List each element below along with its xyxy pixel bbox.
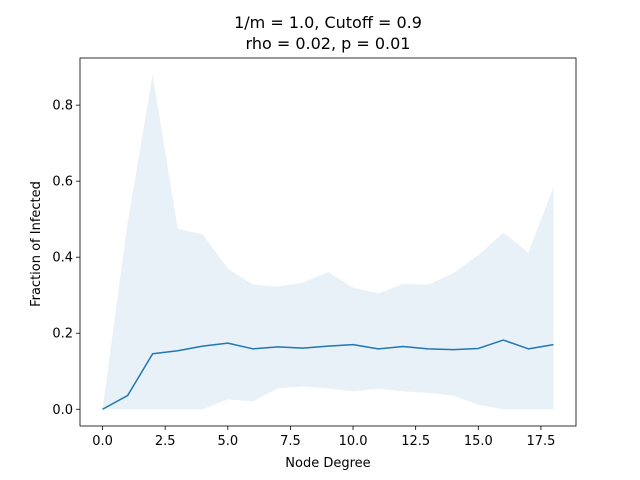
x-axis-label: Node Degree (285, 456, 370, 471)
y-tick-label: 0.6 (52, 175, 73, 190)
y-tick-label: 0.4 (52, 251, 73, 266)
x-tick-label: 5.0 (217, 434, 238, 449)
x-tick-label: 7.5 (280, 434, 301, 449)
x-tick-label: 2.5 (155, 434, 176, 449)
x-tick-label: 12.5 (401, 434, 430, 449)
y-tick-label: 0.8 (52, 99, 73, 114)
chart-title-line2: rho = 0.02, p = 0.01 (246, 34, 411, 53)
x-tick-label: 0.0 (92, 434, 113, 449)
x-tick-label: 15.0 (464, 434, 493, 449)
confidence-band (102, 74, 554, 410)
plot-area (102, 74, 554, 410)
chart-title-line1: 1/m = 1.0, Cutoff = 0.9 (234, 13, 422, 32)
axes: 0.0 2.5 5.0 7.5 10.0 12.5 15.0 17.5 0.0 0.2 0.4 0.6… (52, 57, 577, 449)
axes-frame (79, 57, 577, 427)
x-tick-label: 10.0 (339, 434, 368, 449)
y-tick-label: 0.2 (52, 327, 73, 342)
x-tick-label: 17.5 (526, 434, 555, 449)
series-line-0 (102, 339, 554, 410)
y-tick-label: 0.0 (52, 403, 73, 418)
y-axis-label: Fraction of Infected (29, 181, 44, 307)
